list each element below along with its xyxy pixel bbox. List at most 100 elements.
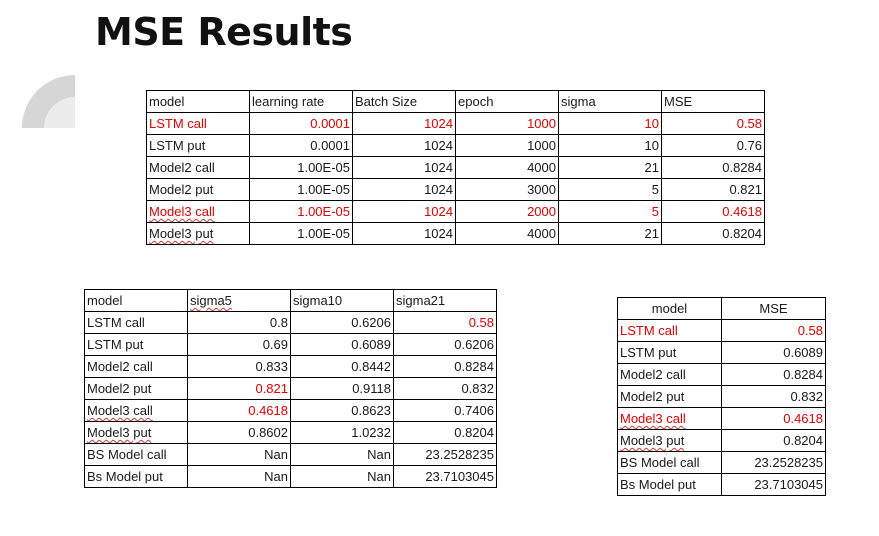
table-row: Model3 call 1.00E-05 1024 2000 5 0.4618 bbox=[146, 200, 765, 223]
sigma-comparison-table: model sigma5 sigma10 sigma21 LSTM call 0… bbox=[84, 289, 497, 488]
model-cell: Model2 put bbox=[84, 377, 188, 400]
value-cell: 10 bbox=[558, 134, 662, 157]
header-cell: MSE bbox=[721, 297, 826, 320]
model-label: Model3 put bbox=[620, 433, 685, 448]
header-cell: model bbox=[146, 90, 250, 113]
value-cell: 0.0001 bbox=[249, 134, 353, 157]
header-label: sigma5 bbox=[190, 293, 232, 308]
value-cell: 0.833 bbox=[187, 355, 291, 378]
table-row: Model2 call 1.00E-05 1024 4000 21 0.8284 bbox=[146, 156, 765, 179]
model-cell: LSTM call bbox=[617, 319, 722, 342]
table-row: LSTM call 0.58 bbox=[617, 319, 826, 342]
value-cell: 1.00E-05 bbox=[249, 200, 353, 223]
value-cell: 0.58 bbox=[721, 319, 826, 342]
table-header-row: model MSE bbox=[617, 297, 826, 320]
table-row: Model2 put 0.821 0.9118 0.832 bbox=[84, 377, 497, 400]
value-cell: 1.0232 bbox=[290, 421, 394, 444]
model-label: Model3 put bbox=[149, 226, 214, 241]
model-label: Model3 put bbox=[87, 425, 152, 440]
value-cell: 1024 bbox=[352, 222, 456, 245]
value-cell: 0.8442 bbox=[290, 355, 394, 378]
value-cell: 21 bbox=[558, 156, 662, 179]
header-cell: model bbox=[84, 289, 188, 312]
model-cell: Model3 call bbox=[146, 200, 250, 223]
header-cell: model bbox=[617, 297, 722, 320]
value-cell: 0.4618 bbox=[721, 407, 826, 430]
value-cell: 0.8284 bbox=[393, 355, 497, 378]
value-cell: 23.7103045 bbox=[393, 465, 497, 488]
table-row: Model3 put 0.8204 bbox=[617, 429, 826, 452]
header-cell: epoch bbox=[455, 90, 559, 113]
value-cell: 0.8284 bbox=[661, 156, 765, 179]
model-cell: BS Model call bbox=[84, 443, 188, 466]
value-cell: 0.8 bbox=[187, 311, 291, 334]
table-row: Model3 put 1.00E-05 1024 4000 21 0.8204 bbox=[146, 222, 765, 245]
value-cell: 0.0001 bbox=[249, 112, 353, 135]
model-label: Model3 call bbox=[620, 411, 686, 426]
value-cell: 0.821 bbox=[661, 178, 765, 201]
value-cell: 0.821 bbox=[187, 377, 291, 400]
value-cell: 21 bbox=[558, 222, 662, 245]
table-row: Model2 call 0.833 0.8442 0.8284 bbox=[84, 355, 497, 378]
model-cell: LSTM call bbox=[84, 311, 188, 334]
table-header-row: model sigma5 sigma10 sigma21 bbox=[84, 289, 497, 312]
model-cell: Bs Model put bbox=[84, 465, 188, 488]
value-cell: 0.58 bbox=[393, 311, 497, 334]
hyperparameter-table: model learning rate Batch Size epoch sig… bbox=[146, 90, 765, 245]
model-cell: Model3 put bbox=[84, 421, 188, 444]
value-cell: 0.69 bbox=[187, 333, 291, 356]
value-cell: 1000 bbox=[455, 134, 559, 157]
header-cell: sigma10 bbox=[290, 289, 394, 312]
table-row: Bs Model put Nan Nan 23.7103045 bbox=[84, 465, 497, 488]
value-cell: 10 bbox=[558, 112, 662, 135]
value-cell: 0.76 bbox=[661, 134, 765, 157]
value-cell: 1024 bbox=[352, 156, 456, 179]
value-cell: Nan bbox=[290, 465, 394, 488]
table-row: Model2 put 0.832 bbox=[617, 385, 826, 408]
value-cell: 0.58 bbox=[661, 112, 765, 135]
value-cell: 0.4618 bbox=[187, 399, 291, 422]
value-cell: 0.6089 bbox=[290, 333, 394, 356]
table-row: Bs Model put 23.7103045 bbox=[617, 473, 826, 496]
value-cell: Nan bbox=[187, 443, 291, 466]
value-cell: 0.9118 bbox=[290, 377, 394, 400]
value-cell: 4000 bbox=[455, 222, 559, 245]
value-cell: 1.00E-05 bbox=[249, 178, 353, 201]
model-cell: Model3 put bbox=[617, 429, 722, 452]
value-cell: 0.8623 bbox=[290, 399, 394, 422]
value-cell: 1024 bbox=[352, 178, 456, 201]
best-mse-table: model MSE LSTM call 0.58 LSTM put 0.6089… bbox=[617, 297, 826, 496]
header-cell: sigma21 bbox=[393, 289, 497, 312]
model-label: Model3 call bbox=[149, 204, 215, 219]
table-row: LSTM put 0.0001 1024 1000 10 0.76 bbox=[146, 134, 765, 157]
value-cell: 5 bbox=[558, 200, 662, 223]
value-cell: 0.8204 bbox=[661, 222, 765, 245]
value-cell: 0.8284 bbox=[721, 363, 826, 386]
value-cell: 0.8602 bbox=[187, 421, 291, 444]
table-row: LSTM put 0.69 0.6089 0.6206 bbox=[84, 333, 497, 356]
value-cell: 23.2528235 bbox=[721, 451, 826, 474]
model-label: Model3 call bbox=[87, 403, 153, 418]
table-row: Model3 call 0.4618 bbox=[617, 407, 826, 430]
header-cell: learning rate bbox=[249, 90, 353, 113]
value-cell: 0.7406 bbox=[393, 399, 497, 422]
header-cell: Batch Size bbox=[352, 90, 456, 113]
model-cell: LSTM call bbox=[146, 112, 250, 135]
table-row: LSTM call 0.8 0.6206 0.58 bbox=[84, 311, 497, 334]
model-cell: LSTM put bbox=[617, 341, 722, 364]
table-row: Model2 put 1.00E-05 1024 3000 5 0.821 bbox=[146, 178, 765, 201]
value-cell: 2000 bbox=[455, 200, 559, 223]
table-row: LSTM put 0.6089 bbox=[617, 341, 826, 364]
table-row: LSTM call 0.0001 1024 1000 10 0.58 bbox=[146, 112, 765, 135]
table-row: BS Model call 23.2528235 bbox=[617, 451, 826, 474]
value-cell: 5 bbox=[558, 178, 662, 201]
value-cell: 1000 bbox=[455, 112, 559, 135]
model-cell: LSTM put bbox=[146, 134, 250, 157]
value-cell: 1024 bbox=[352, 200, 456, 223]
model-cell: Model2 call bbox=[617, 363, 722, 386]
table-row: Model3 call 0.4618 0.8623 0.7406 bbox=[84, 399, 497, 422]
table-row: Model2 call 0.8284 bbox=[617, 363, 826, 386]
table-row: Model3 put 0.8602 1.0232 0.8204 bbox=[84, 421, 497, 444]
header-cell: sigma5 bbox=[187, 289, 291, 312]
value-cell: 0.6089 bbox=[721, 341, 826, 364]
